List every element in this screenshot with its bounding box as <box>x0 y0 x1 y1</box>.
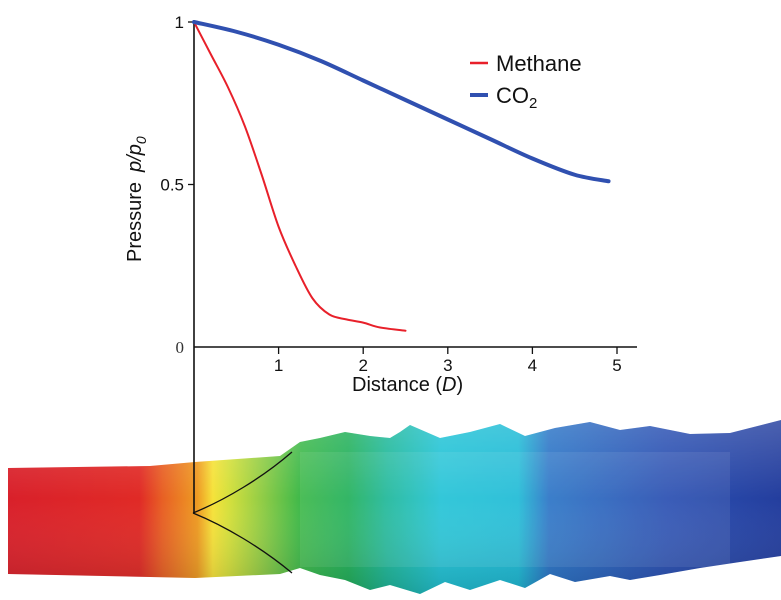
x-tick-label: 5 <box>612 356 621 375</box>
x-tick-label: 1 <box>274 356 283 375</box>
chart-axes <box>193 20 637 513</box>
x-tick-label: 3 <box>443 356 452 375</box>
y-axis-title-variable: p/p <box>124 144 146 173</box>
y-tick-label: 0.5 <box>160 176 184 195</box>
x-axis-title-variable: D <box>442 374 456 396</box>
y-axis-title: Pressure p/p0 <box>124 136 149 262</box>
nozzle-lower-edge <box>192 512 293 574</box>
series-line-methane <box>193 21 407 332</box>
y-axis-title-main: Pressure <box>124 182 146 262</box>
x-tick-label: 4 <box>528 356 537 375</box>
series-line-co2 <box>192 20 611 184</box>
y-tick-label: 0 <box>176 338 185 357</box>
jet-simulation <box>8 420 781 594</box>
y-axis-title-subscript: 0 <box>133 136 149 144</box>
jet-inner-core <box>300 452 730 567</box>
x-ticks: 1 2 3 4 5 <box>274 347 622 375</box>
x-tick-label: 2 <box>358 356 367 375</box>
nozzle-upper-edge <box>192 451 293 514</box>
legend-label-co2-subscript: 2 <box>529 95 537 112</box>
legend-label-co2: CO2 <box>496 83 537 112</box>
legend-label-methane: Methane <box>496 51 582 76</box>
legend: Methane CO2 <box>470 51 582 112</box>
legend-label-co2-main: CO <box>496 83 529 108</box>
y-tick-label: 1 <box>175 13 184 32</box>
x-axis-title-end: ) <box>456 374 463 396</box>
y-ticks: 10.50 <box>160 13 194 357</box>
x-axis-title: Distance (D) <box>352 374 463 396</box>
series-lines <box>192 20 611 332</box>
x-axis-title-main: Distance ( <box>352 374 442 396</box>
jet-shading <box>8 420 781 594</box>
